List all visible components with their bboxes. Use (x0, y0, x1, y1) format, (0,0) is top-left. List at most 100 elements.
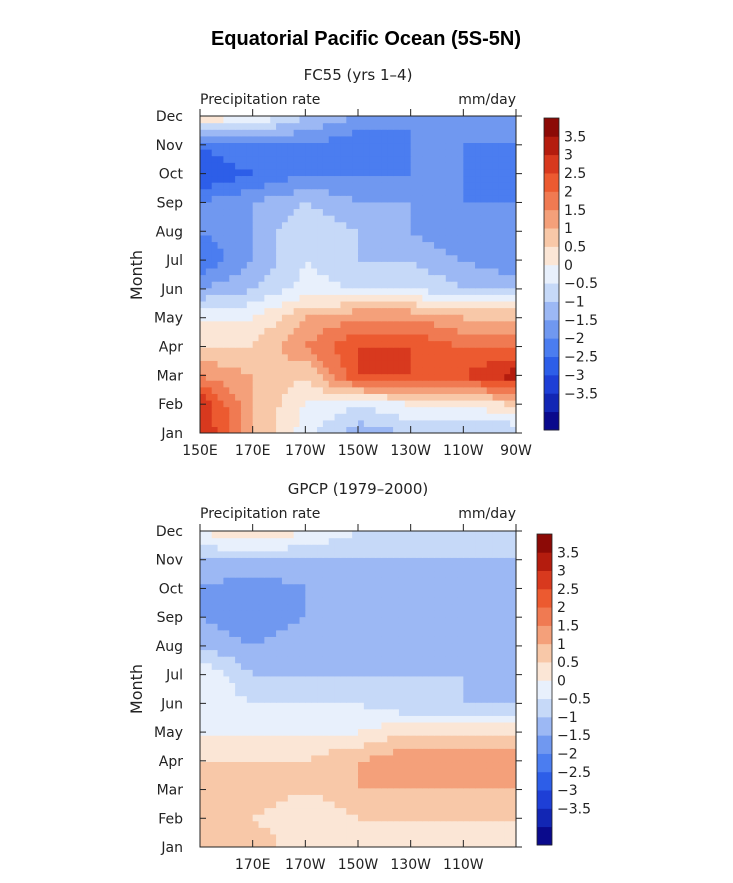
heatmap-cell (445, 735, 453, 743)
heatmap-cell (276, 116, 283, 124)
heatmap-cell (498, 314, 505, 322)
heatmap-cell (311, 234, 318, 243)
heatmap-cell (305, 360, 312, 368)
heatmap-cell (281, 563, 289, 572)
heatmap-cell (322, 669, 330, 677)
heatmap-cell (305, 380, 312, 388)
heatmap-cell (317, 195, 324, 203)
heatmap-cell (381, 413, 388, 421)
heatmap-cell (246, 833, 254, 842)
heatmap-cell (229, 754, 236, 763)
heatmap-cell (498, 840, 505, 847)
heatmap-cell (211, 241, 219, 249)
y-tick-label: Feb (158, 397, 183, 413)
heatmap-cell (504, 419, 511, 427)
heatmap-cell (398, 702, 406, 710)
heatmap-cell (451, 583, 459, 591)
heatmap-cell (270, 768, 277, 776)
heatmap-cell (235, 603, 242, 611)
heatmap-cell (428, 188, 435, 196)
heatmap-cell (311, 820, 318, 828)
heatmap-cell (475, 603, 482, 611)
heatmap-cell (229, 413, 236, 421)
heatmap-cell (363, 662, 371, 670)
heatmap-cell (463, 787, 470, 795)
heatmap-cell (475, 623, 482, 631)
heatmap-cell (334, 748, 342, 756)
heatmap-cell (428, 393, 435, 401)
heatmap-cell (510, 748, 516, 756)
heatmap-cell (398, 281, 406, 289)
heatmap-cell (211, 234, 219, 243)
heatmap-cell (434, 787, 441, 795)
heatmap-cell (416, 781, 423, 789)
heatmap-cell (229, 267, 236, 276)
heatmap-cell (229, 715, 236, 723)
heatmap-cell (404, 570, 412, 578)
heatmap-cell (492, 689, 500, 697)
heatmap-cell (469, 656, 476, 664)
heatmap-cell (428, 629, 435, 637)
heatmap-cell (293, 787, 301, 795)
heatmap-cell (340, 774, 347, 782)
heatmap-cell (439, 149, 447, 157)
heatmap-cell (492, 228, 500, 236)
heatmap-cell (317, 413, 324, 421)
heatmap-cell (498, 320, 505, 328)
heatmap-cell (281, 596, 289, 605)
heatmap-cell (200, 583, 207, 591)
heatmap-cell (369, 149, 377, 157)
heatmap-cell (510, 360, 516, 368)
heatmap-cell (422, 610, 429, 618)
heatmap-cell (229, 360, 236, 368)
heatmap-cell (246, 814, 254, 822)
heatmap-cell (504, 807, 511, 815)
heatmap-cell (340, 314, 347, 322)
heatmap-cell (229, 294, 236, 302)
heatmap-cell (369, 413, 377, 421)
heatmap-cell (240, 814, 248, 822)
heatmap-cell (369, 135, 377, 144)
heatmap-cell (258, 748, 265, 756)
heatmap-cell (451, 735, 459, 743)
heatmap-cell (416, 728, 423, 736)
heatmap-cell (305, 656, 312, 664)
heatmap-cell (475, 307, 482, 315)
heatmap-cell (299, 116, 306, 124)
heatmap-cell (416, 208, 423, 216)
heatmap-cell (434, 577, 441, 585)
heatmap-cell (463, 168, 470, 177)
heatmap-cell (363, 380, 371, 388)
heatmap-cell (229, 563, 236, 572)
heatmap-cell (434, 596, 441, 605)
heatmap-cell (270, 142, 277, 150)
heatmap-cell (270, 708, 277, 716)
heatmap-cell (445, 662, 453, 670)
heatmap-cell (229, 162, 236, 170)
heatmap-cell (246, 695, 254, 703)
heatmap-cell (205, 814, 213, 822)
heatmap-cell (469, 603, 476, 611)
heatmap-cell (445, 287, 453, 295)
heatmap-cell (492, 142, 500, 150)
heatmap-cell (293, 629, 301, 637)
heatmap-cell (428, 360, 435, 368)
heatmap-cell (352, 774, 359, 782)
heatmap-cell (229, 195, 236, 203)
heatmap-cell (387, 748, 394, 756)
heatmap-cell (393, 360, 400, 368)
heatmap-cell (200, 814, 207, 822)
heatmap-cell (369, 353, 377, 361)
heatmap-cell (276, 636, 283, 644)
heatmap-cell (205, 583, 213, 591)
heatmap-cell (469, 215, 476, 223)
heatmap-cell (322, 754, 330, 763)
heatmap-cell (252, 702, 260, 710)
heatmap-cell (469, 287, 476, 295)
heatmap-cell (486, 327, 494, 335)
heatmap-cell (246, 300, 254, 309)
heatmap-cell (434, 840, 441, 847)
heatmap-cell (404, 689, 412, 697)
heatmap-cell (410, 649, 418, 657)
heatmap-cell (410, 175, 418, 183)
